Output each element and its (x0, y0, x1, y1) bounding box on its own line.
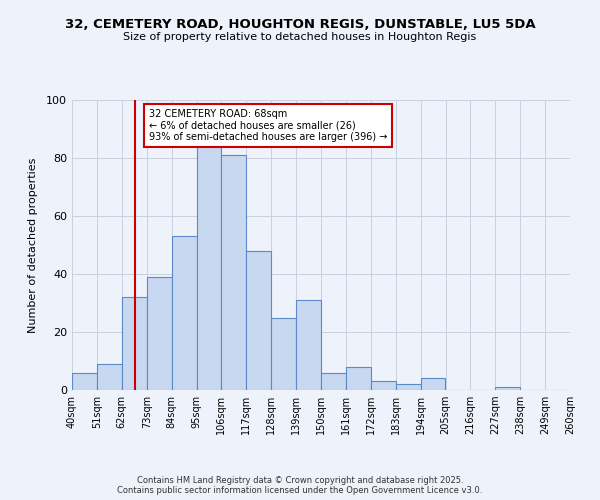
Bar (172, 236, 197, 390)
Text: Contains public sector information licensed under the Open Government Licence v3: Contains public sector information licen… (118, 486, 482, 495)
Bar (296, 300, 321, 390)
Bar (97, 364, 122, 390)
Bar (221, 155, 246, 390)
Bar (271, 318, 296, 390)
Bar (371, 382, 396, 390)
Text: 32 CEMETERY ROAD: 68sqm
← 6% of detached houses are smaller (26)
93% of semi-det: 32 CEMETERY ROAD: 68sqm ← 6% of detached… (149, 108, 388, 142)
Text: Size of property relative to detached houses in Houghton Regis: Size of property relative to detached ho… (124, 32, 476, 42)
Bar (321, 372, 346, 390)
Text: Contains HM Land Registry data © Crown copyright and database right 2025.: Contains HM Land Registry data © Crown c… (137, 476, 463, 485)
Bar (396, 384, 421, 390)
Bar (421, 378, 445, 390)
Y-axis label: Number of detached properties: Number of detached properties (28, 158, 38, 332)
Bar (346, 367, 371, 390)
Bar (122, 297, 146, 390)
Bar (247, 251, 271, 390)
Bar (72, 372, 97, 390)
Text: 32, CEMETERY ROAD, HOUGHTON REGIS, DUNSTABLE, LU5 5DA: 32, CEMETERY ROAD, HOUGHTON REGIS, DUNST… (65, 18, 535, 30)
Bar (496, 387, 520, 390)
Bar (197, 146, 221, 390)
Bar (146, 277, 172, 390)
